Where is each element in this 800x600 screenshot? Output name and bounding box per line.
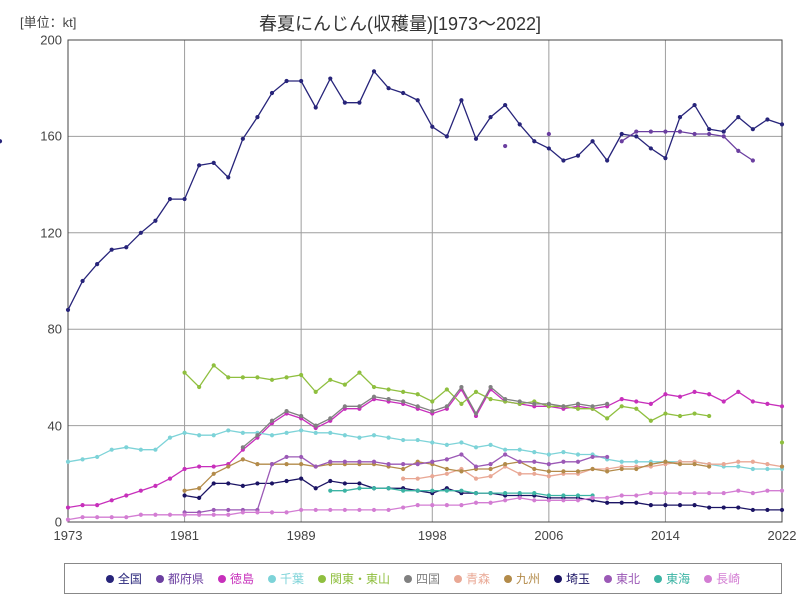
legend-item: 都府県: [156, 570, 204, 587]
x-tick-label: 2022: [768, 528, 797, 543]
legend-label: 都府県: [168, 570, 204, 587]
legend-item: 徳島: [218, 570, 254, 587]
legend-marker-icon: [156, 575, 164, 583]
x-tick-label: 2014: [651, 528, 680, 543]
legend-marker-icon: [318, 575, 326, 583]
legend-item: 東海: [654, 570, 690, 587]
legend-label: 千葉: [280, 570, 304, 587]
x-tick-label: 1998: [418, 528, 447, 543]
line-chart: [0, 0, 800, 600]
legend-marker-icon: [554, 575, 562, 583]
y-tick-label: 40: [22, 418, 62, 433]
y-tick-label: 80: [22, 322, 62, 337]
legend-marker-icon: [106, 575, 114, 583]
legend-item: 長崎: [704, 570, 740, 587]
x-tick-label: 1989: [287, 528, 316, 543]
legend-item: 青森: [454, 570, 490, 587]
legend-marker-icon: [454, 575, 462, 583]
legend-label: 青森: [466, 570, 490, 587]
legend-item: 四国: [404, 570, 440, 587]
legend-item: 埼玉: [554, 570, 590, 587]
legend-marker-icon: [504, 575, 512, 583]
x-tick-label: 2006: [534, 528, 563, 543]
chart-container: [単位：kt] 春夏にんじん(収穫量)[1973～2022] 040801201…: [0, 0, 800, 600]
chart-title: 春夏にんじん(収穫量)[1973～2022]: [0, 10, 800, 36]
legend-marker-icon: [654, 575, 662, 583]
legend-label: 四国: [416, 570, 440, 587]
y-tick-label: 120: [22, 225, 62, 240]
legend-marker-icon: [604, 575, 612, 583]
y-tick-label: 200: [22, 33, 62, 48]
legend-item: 全国: [106, 570, 142, 587]
x-tick-label: 1981: [170, 528, 199, 543]
x-tick-label: 1973: [54, 528, 83, 543]
legend-marker-icon: [218, 575, 226, 583]
legend-label: 全国: [118, 570, 142, 587]
y-tick-label: 160: [22, 129, 62, 144]
legend-item: 九州: [504, 570, 540, 587]
legend-label: 徳島: [230, 570, 254, 587]
legend-label: 長崎: [716, 570, 740, 587]
legend: 全国 都府県 徳島 千葉 関東・東山 四国 青森 九州 埼玉 東北 東海 長崎: [64, 563, 782, 594]
legend-item: 千葉: [268, 570, 304, 587]
legend-item: 関東・東山: [318, 570, 390, 587]
legend-label: 九州: [516, 570, 540, 587]
legend-label: 東北: [616, 570, 640, 587]
legend-marker-icon: [704, 575, 712, 583]
legend-label: 東海: [666, 570, 690, 587]
legend-marker-icon: [268, 575, 276, 583]
legend-label: 関東・東山: [330, 570, 390, 587]
legend-label: 埼玉: [566, 570, 590, 587]
legend-item: 東北: [604, 570, 640, 587]
legend-marker-icon: [404, 575, 412, 583]
